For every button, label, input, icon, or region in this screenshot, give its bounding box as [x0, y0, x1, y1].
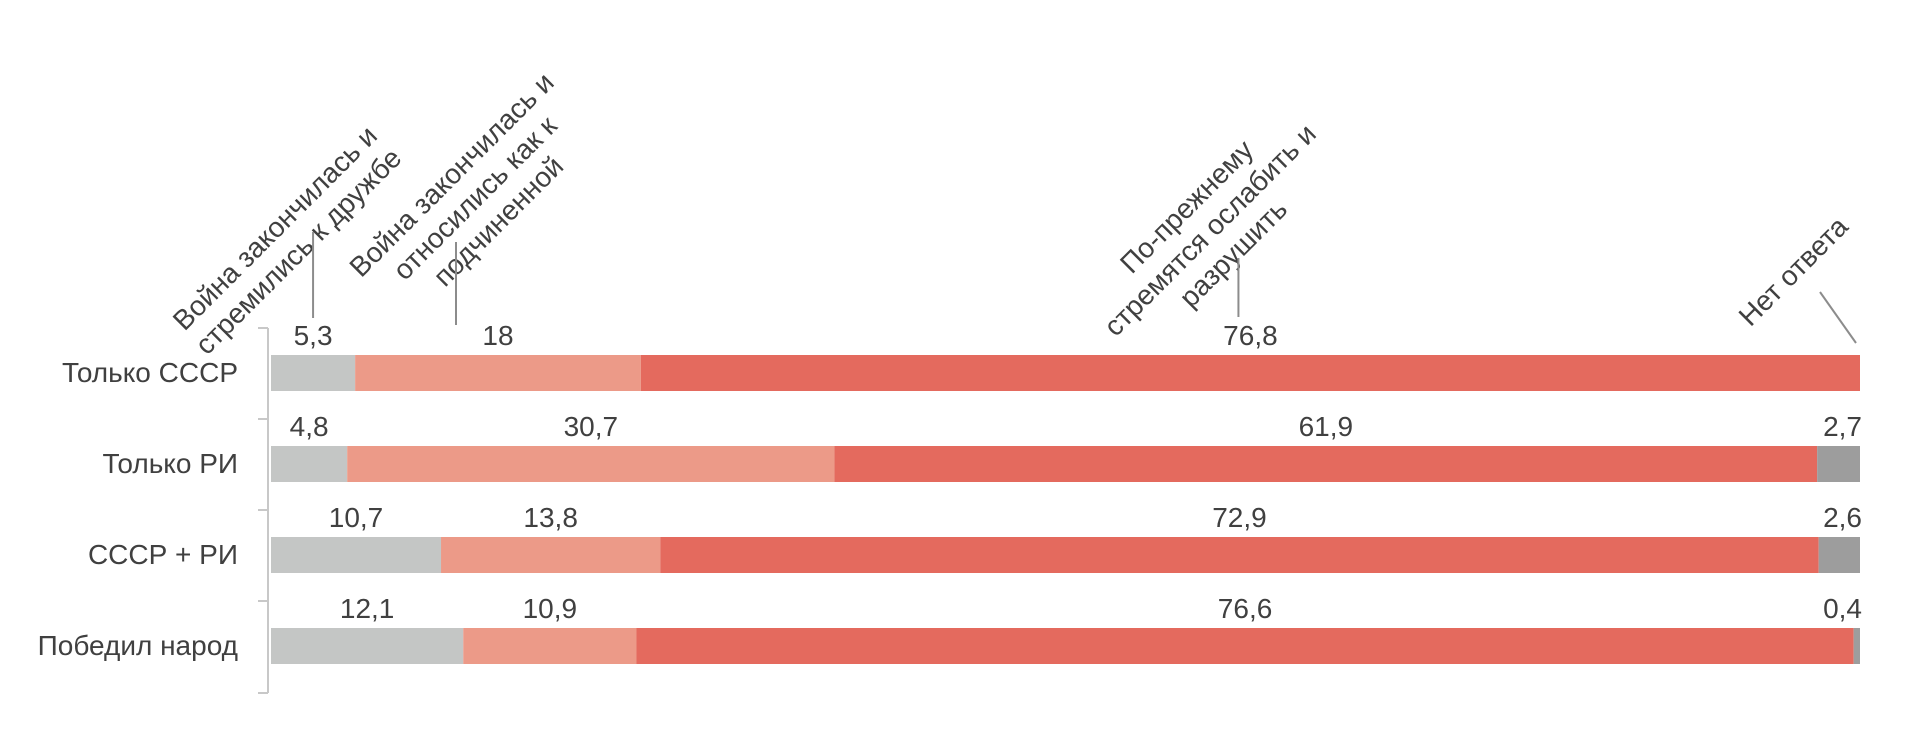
data-label: 61,9	[1299, 411, 1354, 442]
data-label: 13,8	[523, 502, 578, 533]
bar-segment	[1817, 446, 1860, 482]
bar-segment	[463, 628, 637, 664]
data-label: 72,9	[1212, 502, 1267, 533]
bar-segment	[1853, 628, 1860, 664]
series-header-line: Война закончилась и	[167, 120, 383, 336]
bar-segment	[636, 628, 1854, 664]
bar-segment	[271, 446, 348, 482]
bar-segment	[271, 355, 356, 391]
data-label: 76,8	[1223, 320, 1278, 351]
leader-line	[1819, 291, 1857, 344]
data-label: 0,4	[1823, 593, 1862, 624]
bar-segment	[660, 537, 1819, 573]
data-label: 5,3	[294, 320, 333, 351]
bar-segment	[1818, 537, 1860, 573]
category-label: Победил народ	[38, 630, 238, 661]
data-label: 2,6	[1823, 502, 1862, 533]
bar-segment	[347, 446, 835, 482]
data-label: 10,9	[523, 593, 578, 624]
data-label: 18	[482, 320, 513, 351]
bar-segment	[640, 355, 1860, 391]
category-label: Только РИ	[102, 448, 238, 479]
series-header-line: стремятся ослабить и	[1098, 118, 1322, 342]
data-label: 12,1	[340, 593, 395, 624]
category-label: Только СССР	[62, 357, 238, 388]
bar-segment	[271, 628, 464, 664]
bar-segment	[441, 537, 661, 573]
data-label: 76,6	[1218, 593, 1273, 624]
category-label: СССР + РИ	[88, 539, 238, 570]
data-label: 2,7	[1823, 411, 1862, 442]
bar-segment	[834, 446, 1818, 482]
bar-segment	[271, 537, 442, 573]
data-label: 4,8	[290, 411, 329, 442]
data-label: 10,7	[329, 502, 384, 533]
bar-segment	[355, 355, 641, 391]
data-label: 30,7	[564, 411, 619, 442]
